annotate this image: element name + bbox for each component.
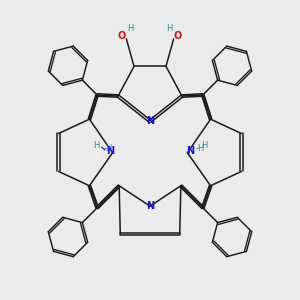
Text: H: H: [93, 141, 99, 150]
Text: H: H: [201, 141, 207, 150]
Text: H: H: [166, 24, 172, 33]
Text: N: N: [146, 116, 154, 126]
Text: N: N: [106, 146, 114, 156]
Text: N: N: [186, 146, 194, 156]
Text: -H: -H: [195, 144, 205, 153]
Text: N: N: [146, 201, 154, 211]
Text: H: H: [128, 24, 134, 33]
Text: O: O: [118, 31, 126, 41]
Text: O: O: [174, 31, 182, 41]
Text: -H: -H: [104, 144, 113, 153]
